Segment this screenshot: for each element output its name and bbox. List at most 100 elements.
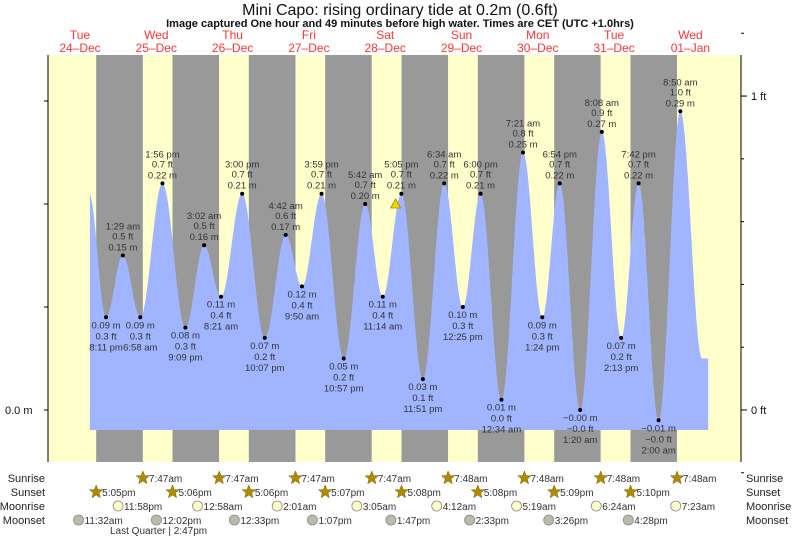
- high-tide-label: 3:02 am: [187, 211, 221, 222]
- high-tide-label: 0.7 ft: [549, 159, 570, 170]
- sunset-time: 5:06pm: [179, 488, 212, 499]
- high-tide-label: 0.22 m: [624, 170, 653, 181]
- high-tide-label: 0.7 ft: [311, 170, 332, 181]
- moonrise-time: 11:58pm: [124, 502, 162, 513]
- low-tide-label: 0.09 m: [126, 320, 155, 331]
- moonrise-moon-icon: [590, 500, 602, 512]
- low-tide-point: [300, 284, 305, 289]
- day-date: 31–Dec: [593, 41, 634, 55]
- sunrise-sun-icon: [593, 470, 609, 485]
- low-tide-point: [656, 418, 661, 423]
- low-tide-label: 11:14 am: [363, 322, 402, 333]
- low-tide-label: 0.0 ft: [491, 414, 512, 425]
- sunset-time: 5:08pm: [408, 488, 441, 499]
- sunset-sun-icon: [165, 484, 180, 499]
- current-time-marker-icon: [389, 198, 402, 209]
- moonrise-moon-icon: [192, 500, 203, 512]
- low-tide-label: 6:58 am: [123, 342, 157, 353]
- moonrise-time: 2:01am: [283, 502, 316, 513]
- low-tide-label: 9:09 pm: [168, 353, 202, 364]
- high-tide-label: 0.7 ft: [391, 170, 412, 181]
- low-tide-label: 0.01 m: [487, 403, 516, 414]
- high-tide-point: [120, 253, 125, 258]
- low-tide-label: 0.08 m: [171, 331, 200, 342]
- sunrise-time: 7:47am: [149, 474, 182, 485]
- sunrise-time: 7:48am: [683, 474, 716, 485]
- sunrise-sun-icon: [440, 470, 456, 485]
- moonrise-time: 6:24am: [602, 502, 635, 513]
- low-tide-label: 0.4 ft: [210, 311, 231, 322]
- sunset-time: 5:10pm: [637, 488, 670, 499]
- high-tide-label: 0.7 ft: [152, 159, 173, 170]
- moonset-moon-icon: [228, 514, 240, 526]
- low-tide-label: 0.12 m: [287, 289, 316, 300]
- high-tide-point: [478, 191, 483, 196]
- low-tide-point: [138, 315, 143, 320]
- high-tide-label: 3:00 pm: [225, 160, 259, 171]
- high-tide-point: [636, 181, 641, 186]
- sunset-row-label: Sunset: [11, 487, 45, 499]
- moonset-time: 11:32am: [85, 516, 123, 527]
- sunrise-time: 7:47am: [225, 474, 258, 485]
- sunrise-time: 7:48am: [607, 474, 640, 485]
- low-tide-point: [499, 397, 504, 402]
- tide-curve: [89, 111, 709, 431]
- moonrise-moon-icon: [112, 500, 124, 512]
- high-tide-label: 3:59 pm: [304, 160, 338, 171]
- sunrise-sun-icon: [288, 470, 303, 485]
- low-tide-point: [619, 335, 624, 340]
- low-tide-label: 0.3 ft: [130, 331, 151, 342]
- moonset-moon-icon: [385, 514, 397, 526]
- high-tide-label: 0.20 m: [351, 191, 380, 202]
- high-tide-label: 7:42 pm: [621, 149, 655, 160]
- moonset-time: 12:33pm: [240, 516, 279, 527]
- high-tide-point: [363, 202, 368, 206]
- moonset-time: 3:26pm: [555, 516, 588, 527]
- sunset-time: 5:05pm: [102, 488, 135, 499]
- moonset-time: 1:07pm: [318, 516, 351, 527]
- moonset-row-label-right: Moonset: [746, 515, 788, 527]
- low-tide-label: 0.05 m: [329, 362, 358, 373]
- high-tide-point: [521, 150, 526, 155]
- low-tide-label: 10:57 pm: [324, 384, 364, 395]
- high-tide-label: 0.7 ft: [434, 159, 455, 170]
- sunrise-time: 7:48am: [530, 474, 563, 485]
- high-tide-label: 1.0 ft: [670, 87, 691, 98]
- high-tide-point: [160, 181, 165, 186]
- sunrise-sun-icon: [135, 470, 151, 485]
- day-date: 25–Dec: [136, 41, 177, 55]
- low-tide-label: 0.07 m: [250, 341, 279, 352]
- high-tide-point: [399, 191, 404, 196]
- sunset-time: 5:06pm: [255, 488, 288, 499]
- tide-area: [89, 111, 709, 431]
- sunrise-sun-icon: [669, 470, 685, 485]
- low-tide-point: [578, 408, 583, 412]
- high-tide-label: 0.16 m: [190, 232, 219, 243]
- high-tide-label: 0.17 m: [271, 222, 300, 233]
- sunset-sun-icon: [470, 484, 486, 499]
- day-date: 27–Dec: [288, 41, 329, 55]
- high-tide-label: 0.7 ft: [355, 180, 376, 191]
- low-tide-label: 0.2 ft: [333, 373, 354, 384]
- day-date: 29–Dec: [441, 41, 482, 55]
- day-date: 30–Dec: [517, 41, 558, 55]
- day-of-week: Tue: [604, 28, 625, 42]
- low-tide-point: [460, 305, 465, 309]
- low-tide-label: 10:07 pm: [245, 363, 285, 374]
- low-tide-label: 0.03 m: [408, 382, 437, 393]
- sunrise-sun-icon: [211, 470, 227, 485]
- high-tide-label: 4:42 am: [269, 201, 303, 212]
- low-tide-point: [104, 315, 109, 320]
- low-tide-label: 0.2 ft: [611, 352, 632, 363]
- moonrise-time: 7:23am: [682, 502, 715, 513]
- low-tide-point: [540, 315, 545, 320]
- low-tide-point: [380, 294, 385, 299]
- sunrise-sun-icon: [517, 470, 532, 485]
- sunset-time: 5:07pm: [331, 488, 364, 499]
- high-tide-point: [240, 191, 245, 196]
- high-tide-label: 0.21 m: [228, 181, 257, 192]
- low-tide-label: 8:11 pm: [89, 342, 123, 353]
- low-tide-label: 8:21 am: [204, 322, 238, 333]
- sunset-time: 5:09pm: [560, 488, 593, 499]
- day-of-week: Sun: [451, 28, 472, 42]
